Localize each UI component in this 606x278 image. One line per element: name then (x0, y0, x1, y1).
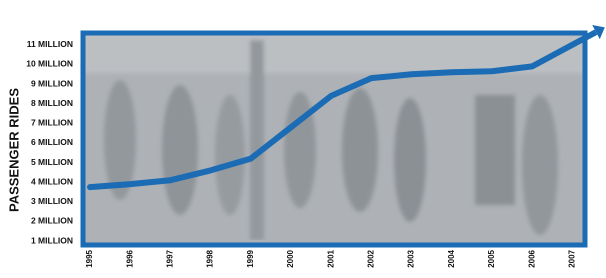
background-photo (83, 33, 585, 245)
y-tick-label: 4 MILLION (31, 176, 73, 186)
y-tick-label: 11 MILLION (27, 39, 73, 49)
x-tick-label: 1995 (85, 249, 94, 267)
x-tick-label: 1996 (125, 249, 134, 267)
y-tick-label: 5 MILLION (31, 157, 73, 167)
x-tick-label: 1998 (206, 249, 215, 267)
y-tick-label: 10 MILLION (26, 59, 73, 69)
y-tick-label: 2 MILLION (31, 216, 73, 226)
y-tick-label: 9 MILLION (31, 78, 73, 88)
x-tick-label: 2000 (286, 249, 295, 267)
x-tick-label: 2007 (568, 249, 577, 267)
y-tick-label: 8 MILLION (31, 98, 73, 108)
chart: PASSENGER RIDES 1 MILLION 2 MILLION 3 MILL… (0, 0, 606, 278)
y-tick-label: 1 MILLION (31, 235, 73, 245)
x-tick-label: 2005 (487, 249, 496, 267)
x-tick-label: 2001 (326, 249, 335, 267)
y-tick-label: 7 MILLION (31, 118, 73, 128)
x-tick-label: 2006 (527, 249, 536, 267)
y-tick-label: 6 MILLION (31, 137, 73, 147)
x-tick-label: 1997 (166, 249, 175, 267)
y-axis-label: PASSENGER RIDES (6, 88, 21, 212)
x-tick-label: 2004 (447, 249, 456, 267)
y-tick-label: 3 MILLION (31, 196, 73, 206)
x-tick-label: 2002 (367, 249, 376, 267)
x-tick-label: 1999 (246, 249, 255, 267)
x-tick-label: 2003 (407, 249, 416, 267)
